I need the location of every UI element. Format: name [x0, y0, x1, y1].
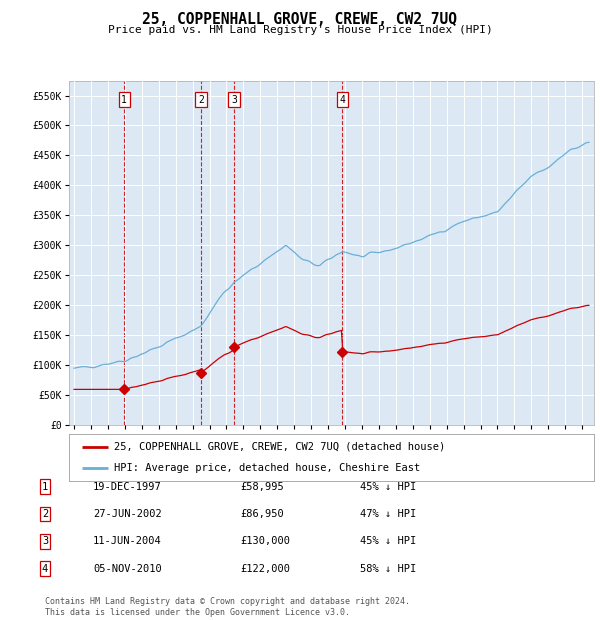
- Text: 19-DEC-1997: 19-DEC-1997: [93, 482, 162, 492]
- Text: £130,000: £130,000: [240, 536, 290, 546]
- Text: 1: 1: [42, 482, 48, 492]
- Text: 45% ↓ HPI: 45% ↓ HPI: [360, 536, 416, 546]
- Text: 45% ↓ HPI: 45% ↓ HPI: [360, 482, 416, 492]
- Text: 1: 1: [121, 94, 127, 105]
- Text: 3: 3: [231, 94, 237, 105]
- Text: 11-JUN-2004: 11-JUN-2004: [93, 536, 162, 546]
- Text: 27-JUN-2002: 27-JUN-2002: [93, 509, 162, 519]
- Text: 4: 4: [42, 564, 48, 574]
- Text: Price paid vs. HM Land Registry's House Price Index (HPI): Price paid vs. HM Land Registry's House …: [107, 25, 493, 35]
- Text: 25, COPPENHALL GROVE, CREWE, CW2 7UQ: 25, COPPENHALL GROVE, CREWE, CW2 7UQ: [143, 12, 458, 27]
- Text: 25, COPPENHALL GROVE, CREWE, CW2 7UQ (detached house): 25, COPPENHALL GROVE, CREWE, CW2 7UQ (de…: [113, 441, 445, 451]
- Text: £58,995: £58,995: [240, 482, 284, 492]
- Text: 2: 2: [42, 509, 48, 519]
- Text: Contains HM Land Registry data © Crown copyright and database right 2024.
This d: Contains HM Land Registry data © Crown c…: [45, 598, 410, 617]
- Text: HPI: Average price, detached house, Cheshire East: HPI: Average price, detached house, Ches…: [113, 463, 420, 473]
- Text: 47% ↓ HPI: 47% ↓ HPI: [360, 509, 416, 519]
- Text: 58% ↓ HPI: 58% ↓ HPI: [360, 564, 416, 574]
- Text: 2: 2: [198, 94, 204, 105]
- Text: 3: 3: [42, 536, 48, 546]
- Text: 05-NOV-2010: 05-NOV-2010: [93, 564, 162, 574]
- Text: £122,000: £122,000: [240, 564, 290, 574]
- Text: 4: 4: [340, 94, 345, 105]
- Text: £86,950: £86,950: [240, 509, 284, 519]
